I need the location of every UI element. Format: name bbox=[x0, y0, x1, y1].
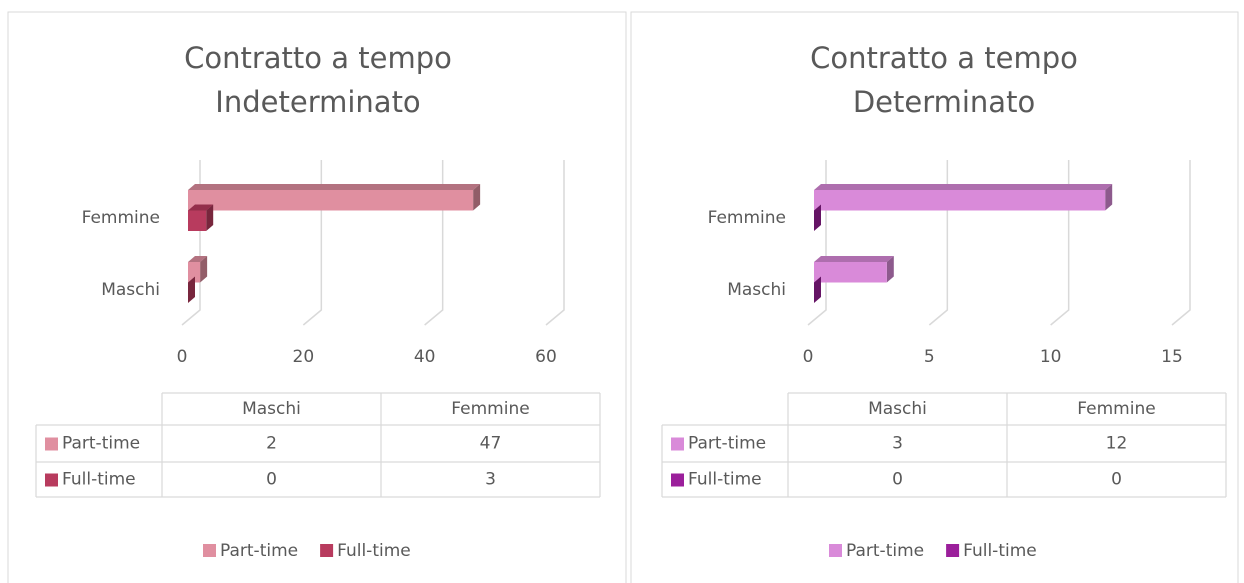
table-legend-key bbox=[671, 473, 684, 487]
table-header: Maschi bbox=[242, 399, 301, 419]
bar-face bbox=[814, 204, 821, 231]
legend-label: Part-time bbox=[846, 541, 924, 561]
bar-face bbox=[188, 210, 207, 231]
table-header: Femmine bbox=[1077, 399, 1155, 419]
bar bbox=[814, 204, 821, 231]
table-header: Maschi bbox=[868, 399, 927, 419]
table-row-label: Full-time bbox=[688, 470, 762, 490]
x-tick-label: 0 bbox=[803, 347, 814, 367]
panel bbox=[7, 11, 627, 583]
bar bbox=[814, 256, 894, 283]
bar-face bbox=[814, 184, 1113, 190]
bar-face bbox=[814, 262, 887, 283]
category-label: Femmine bbox=[708, 208, 786, 228]
x-tick-label: 5 bbox=[924, 347, 935, 367]
bar-face bbox=[814, 190, 1106, 211]
bar bbox=[814, 184, 1113, 211]
bar-face bbox=[188, 256, 208, 262]
bar bbox=[188, 256, 208, 283]
bar-face bbox=[814, 276, 821, 303]
panel bbox=[630, 11, 1239, 583]
legend-key bbox=[203, 544, 216, 557]
chart-title: Contratto a tempo bbox=[184, 41, 452, 75]
table-legend-key bbox=[45, 437, 58, 451]
x-tick-label: 0 bbox=[177, 347, 188, 367]
bar-face bbox=[200, 256, 208, 283]
x-tick-label: 10 bbox=[1040, 347, 1062, 367]
table-cell: 47 bbox=[480, 434, 502, 454]
table-cell: 0 bbox=[892, 470, 903, 490]
legend-label: Full-time bbox=[337, 541, 411, 561]
bar-face bbox=[188, 276, 195, 303]
legend-key bbox=[829, 544, 842, 557]
table-row-label: Part-time bbox=[688, 434, 766, 454]
bar-face bbox=[188, 190, 474, 211]
grid-line bbox=[1171, 160, 1191, 326]
category-label: Maschi bbox=[101, 280, 160, 300]
bar-face bbox=[206, 204, 214, 231]
table-cell: 3 bbox=[485, 470, 496, 490]
chart-title: Contratto a tempo bbox=[810, 41, 1078, 75]
category-label: Femmine bbox=[82, 208, 160, 228]
table-row-label: Full-time bbox=[62, 470, 136, 490]
bar bbox=[814, 276, 821, 303]
table-cell: 2 bbox=[266, 434, 277, 454]
table-cell: 0 bbox=[1111, 470, 1122, 490]
x-tick-label: 15 bbox=[1161, 347, 1183, 367]
table-cell: 12 bbox=[1106, 434, 1128, 454]
grid-line bbox=[545, 160, 565, 326]
legend-key bbox=[320, 544, 334, 557]
legend-label: Part-time bbox=[220, 541, 298, 561]
bar-face bbox=[188, 204, 214, 211]
category-label: Maschi bbox=[727, 280, 786, 300]
chart-title: Indeterminato bbox=[215, 85, 420, 119]
table-legend-key bbox=[671, 437, 684, 451]
legend-key bbox=[946, 544, 960, 557]
x-tick-label: 60 bbox=[535, 347, 557, 367]
bar-face bbox=[473, 184, 481, 211]
table-legend-key bbox=[45, 473, 58, 487]
table-cell: 3 bbox=[892, 434, 903, 454]
chart-title: Determinato bbox=[853, 85, 1035, 119]
bar-face bbox=[188, 262, 201, 283]
x-tick-label: 20 bbox=[293, 347, 315, 367]
table-header: Femmine bbox=[451, 399, 529, 419]
x-tick-label: 40 bbox=[414, 347, 436, 367]
table-cell: 0 bbox=[266, 470, 277, 490]
bar bbox=[188, 204, 214, 231]
bar-face bbox=[1105, 184, 1113, 211]
legend-label: Full-time bbox=[963, 541, 1037, 561]
bar bbox=[188, 276, 195, 303]
bar-face bbox=[188, 184, 481, 190]
bar-face bbox=[814, 256, 894, 262]
table-row-label: Part-time bbox=[62, 434, 140, 454]
bar bbox=[188, 184, 481, 211]
bar-face bbox=[886, 256, 894, 283]
